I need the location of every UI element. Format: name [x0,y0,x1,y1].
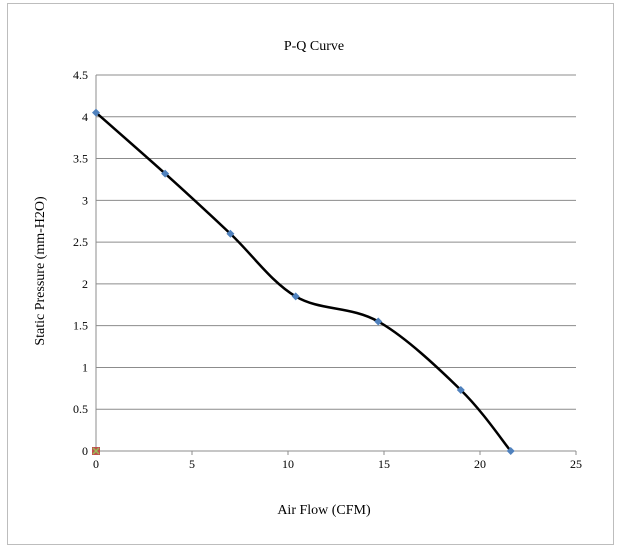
y-tick-label: 1.5 [73,319,88,333]
x-tick-label: 10 [282,457,294,471]
y-tick-label: 2.5 [73,235,88,249]
x-tick-label: 0 [93,457,99,471]
x-tick-labels: 0 5 10 15 20 25 [93,457,582,471]
x-axis-label: Air Flow (CFM) [277,503,371,518]
y-tick-label: 0 [82,444,88,458]
x-tick-label: 5 [189,457,195,471]
x-tick-label: 15 [378,457,390,471]
series-1-point [506,447,515,455]
x-marker-stroke [92,447,100,455]
pq-chart: P-Q Curve 0 0.5 1 1.5 2 2.5 3 3.5 4 4.5 0 5 10 15 20 2… [33,39,582,518]
chart-area: P-Q Curve 0 0.5 1 1.5 2 2.5 3 3.5 4 4.5 0 5 10 15 20 2… [7,3,614,545]
series-1-point [291,292,300,301]
gridlines [96,74,576,410]
y-tick-label: 4.5 [73,68,88,82]
series-curves [94,111,512,453]
y-tick-label: 1 [82,360,88,374]
x-tick-label: 25 [570,457,582,471]
y-tick-label: 3 [82,193,88,207]
series-markers [92,108,515,455]
series-1-point [92,108,100,117]
series-1-line [94,111,512,453]
y-tick-label: 4 [82,110,88,124]
y-tick-label: 2 [82,277,88,291]
y-tick-labels: 0 0.5 1 1.5 2 2.5 3 3.5 4 4.5 [73,68,88,458]
series-1-point [161,169,170,178]
y-tick-label: 0.5 [73,402,88,416]
x-tick-label: 20 [474,457,486,471]
series-1-point [374,317,383,326]
chart-title: P-Q Curve [284,39,344,54]
y-tick-label: 3.5 [73,152,88,166]
y-axis-label: Static Pressure (mm-H2O) [33,196,48,346]
axes [95,75,577,455]
series-3-point [92,447,100,455]
series-1-point [226,229,235,238]
series-1-point [456,386,465,395]
